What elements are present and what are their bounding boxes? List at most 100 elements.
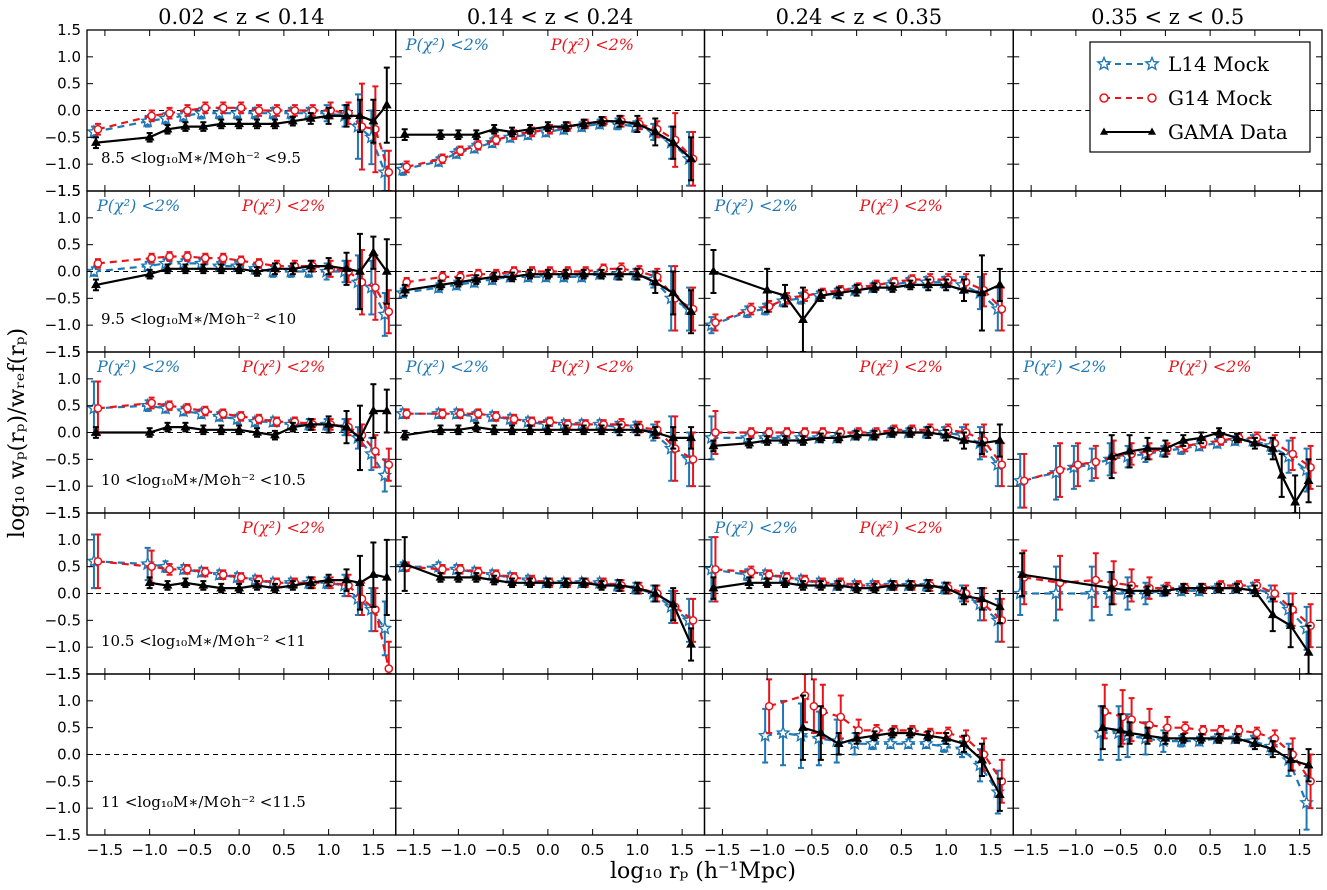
data-point: [341, 110, 352, 120]
data-series-line: [404, 425, 692, 439]
data-point: [287, 263, 298, 273]
g14-point: [236, 412, 246, 421]
g14-point: [254, 414, 264, 424]
data-point: [1303, 647, 1314, 656]
y-tick-label: −0.5: [45, 289, 81, 307]
g14-point: [200, 567, 210, 577]
data-point: [923, 730, 934, 739]
g14-series-line: [715, 278, 1003, 324]
data-point: [833, 738, 844, 747]
g14-point: [93, 259, 103, 268]
g14-point: [402, 409, 412, 419]
data-point: [887, 579, 898, 589]
data-point: [252, 579, 262, 589]
g14-point: [165, 108, 174, 118]
l14-point: [140, 258, 156, 273]
data-point: [632, 268, 643, 278]
g14-point: [438, 409, 447, 419]
y-tick-label: −1.5: [45, 665, 81, 683]
data-point: [234, 263, 245, 273]
data-point: [708, 440, 719, 450]
g14-series-line: [1104, 710, 1312, 782]
data-point: [381, 99, 392, 109]
g14-point: [473, 141, 483, 150]
data-point: [560, 121, 571, 130]
data-point: [668, 137, 679, 146]
data-point: [977, 593, 987, 603]
data-point: [287, 421, 298, 431]
data-series-line: [95, 409, 387, 440]
pchi-g14-annotation: P(χ²) <2%: [859, 518, 943, 537]
data-point: [368, 569, 379, 578]
y-tick-label: 0.5: [57, 719, 81, 737]
y-tick-label: 0.0: [57, 263, 81, 281]
data-point: [341, 574, 352, 584]
panel-plot-area: [395, 262, 698, 335]
x-tick-label: 1.0: [934, 841, 958, 859]
x-tick-label: 1.0: [1243, 841, 1267, 859]
g14-point: [165, 565, 174, 574]
data-point: [180, 421, 191, 431]
g14-point: [1180, 723, 1190, 733]
data-point: [686, 638, 696, 648]
data-point: [994, 601, 1005, 611]
data-point: [471, 421, 482, 431]
g14-point: [183, 565, 192, 574]
y-tick-label: 0.0: [57, 424, 81, 442]
data-point: [1124, 445, 1135, 455]
pchi-g14-annotation: P(χ²) <2%: [241, 357, 325, 376]
g14-point: [809, 701, 819, 711]
y-tick-label: −0.5: [45, 611, 81, 629]
l14-point: [87, 263, 102, 278]
panel-plot-area: [704, 249, 1007, 352]
row-mass-label: 11 <log₁₀M∗/M⊙h⁻² <11.5: [101, 793, 306, 811]
g14-point: [456, 565, 465, 574]
g14-point: [371, 446, 380, 456]
l14-point: [775, 725, 791, 740]
legend-entry-g14: G14 Mock: [1099, 86, 1273, 110]
data-point: [435, 129, 446, 138]
data-point: [525, 424, 535, 434]
data-point: [162, 579, 173, 589]
g14-series-line: [406, 267, 694, 311]
y-tick-label: −0.5: [45, 450, 81, 468]
l14-series-line: [402, 122, 690, 171]
x-tick-label: −1.0: [440, 841, 476, 859]
data-point: [1267, 443, 1278, 452]
data-point: [1115, 724, 1126, 734]
y-tick-label: −1.5: [45, 826, 81, 844]
data-point: [1178, 732, 1189, 742]
data-point: [234, 582, 245, 592]
x-tick-label: 0.0: [536, 841, 560, 859]
data-point: [399, 129, 410, 138]
g14-point: [371, 283, 380, 292]
data-point: [614, 115, 625, 125]
l14-point: [882, 735, 898, 751]
data-point: [887, 426, 898, 436]
y-tick-label: 1.5: [57, 504, 81, 522]
data-point: [686, 432, 696, 442]
data-point: [144, 426, 155, 436]
data-point: [305, 577, 316, 586]
data-point: [941, 279, 952, 289]
g14-point: [200, 253, 210, 263]
x-tick-label: −1.0: [131, 841, 167, 859]
y-tick-label: 1.0: [57, 692, 81, 710]
panel: −1.5 −1.0 −0.5 0.0 0.5 1.0 1.5: [703, 673, 1014, 859]
data-point: [1285, 620, 1296, 629]
panel: [1012, 512, 1323, 675]
data-point: [542, 424, 553, 434]
y-tick-label: 0.0: [57, 585, 81, 603]
y-tick-label: 1.5: [57, 343, 81, 361]
data-point: [798, 314, 808, 323]
data-point: [744, 437, 755, 447]
x-tick-label: 1.5: [979, 841, 1003, 859]
legend-marker: [1099, 127, 1109, 135]
panel-plot-area: [704, 536, 1007, 643]
data-point: [355, 265, 365, 275]
data-point: [1232, 432, 1242, 442]
data-point: [560, 577, 571, 586]
panel: P(χ²) <2%: [703, 351, 1014, 514]
l14-series-line: [93, 404, 386, 476]
g14-point: [218, 253, 228, 263]
